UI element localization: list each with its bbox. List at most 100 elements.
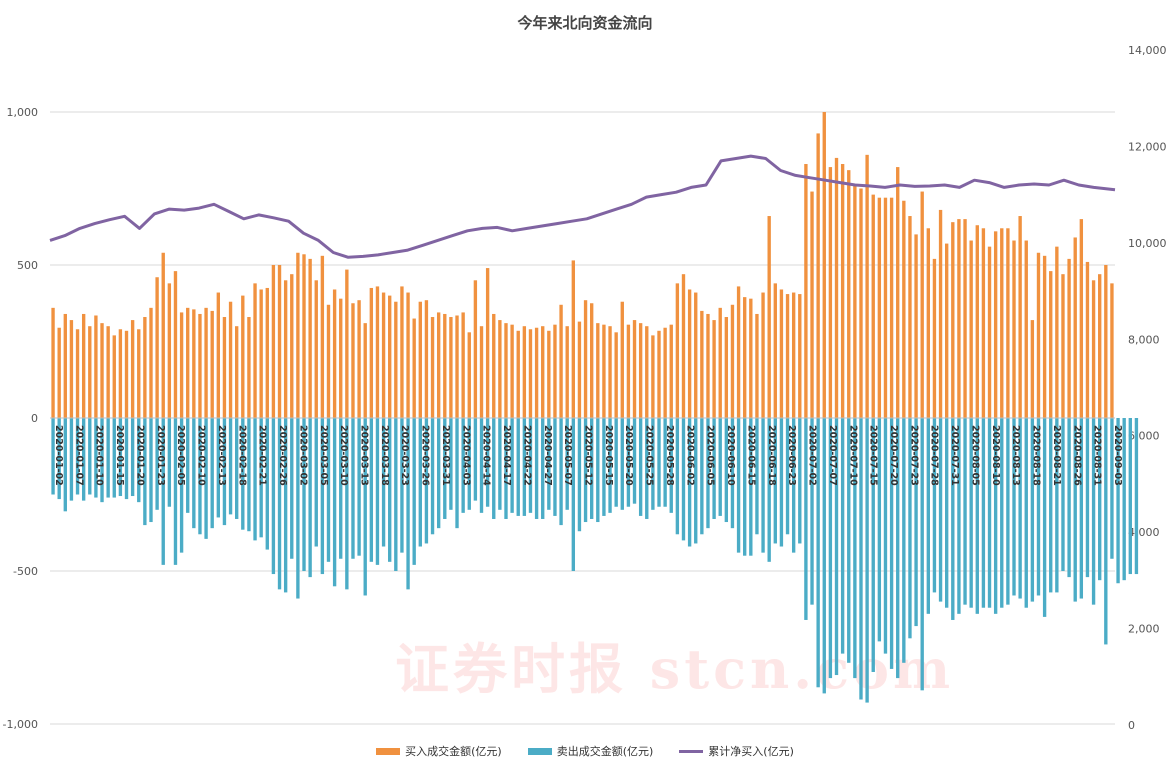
buy-bar — [106, 326, 110, 418]
buy-bar — [902, 200, 906, 418]
buy-bar — [345, 269, 349, 418]
x-tick-label: 2020-07-20 — [888, 425, 899, 486]
sell-bar — [81, 418, 86, 501]
buy-bar — [332, 289, 337, 418]
buy-bar — [369, 287, 374, 418]
sell-bar — [541, 418, 545, 519]
sell-bar — [345, 418, 349, 590]
sell-bar — [743, 418, 747, 556]
x-tick-label: 2020-03-18 — [379, 425, 390, 486]
right-tick-label: 6,000 — [1128, 430, 1160, 443]
buy-bar — [1073, 237, 1077, 418]
x-tick-label: 2020-03-05 — [318, 425, 329, 486]
sell-bar — [822, 418, 826, 694]
right-tick-label: 12,000 — [1128, 140, 1167, 153]
sell-bar — [773, 418, 777, 544]
sell-bar — [161, 418, 165, 565]
sell-bar — [938, 418, 943, 602]
sell-bar — [112, 418, 116, 498]
sell-bar — [834, 418, 839, 676]
buy-bar — [889, 197, 894, 418]
sell-bar — [1049, 418, 1053, 593]
sell-bar — [400, 418, 404, 553]
sell-bar — [406, 418, 410, 590]
x-tick-label: 2020-04-22 — [521, 425, 532, 486]
sell-bar — [565, 418, 569, 510]
buy-bar — [620, 301, 624, 418]
buy-bar — [1024, 240, 1028, 418]
buy-bar — [308, 258, 312, 418]
sell-bar — [63, 418, 67, 512]
buy-bar — [522, 326, 527, 418]
buy-bar — [596, 323, 600, 418]
buy-bar — [51, 307, 55, 418]
x-tick-label: 2020-07-07 — [827, 425, 838, 486]
sell-bar — [326, 418, 331, 562]
sell-bar — [632, 418, 637, 504]
buy-bar — [198, 313, 202, 418]
sell-bar — [559, 418, 563, 526]
sell-bar — [1098, 418, 1102, 581]
buy-bar — [130, 320, 135, 418]
sell-bar — [718, 418, 722, 516]
buy-bar — [914, 234, 918, 418]
buy-bar — [436, 312, 441, 418]
sell-bar — [816, 418, 820, 688]
buy-bar — [1000, 228, 1004, 418]
x-tick-label: 2020-07-10 — [847, 425, 858, 486]
buy-bar — [69, 320, 74, 418]
sell-bar — [290, 418, 294, 559]
sell-bar — [730, 418, 735, 529]
sell-bar — [204, 418, 208, 539]
sell-bar — [351, 418, 355, 559]
x-tick-label: 2020-06-15 — [745, 425, 756, 486]
buy-bar — [351, 303, 355, 418]
sell-bar — [896, 418, 900, 679]
buy-bar — [773, 283, 777, 418]
sell-bar — [847, 418, 851, 663]
buy-bar — [100, 323, 104, 418]
x-tick-label: 2020-01-10 — [94, 425, 105, 486]
sell-bar — [620, 418, 624, 510]
legend-cumulative-label: 累计净买入(亿元) — [708, 745, 794, 758]
buy-bar — [736, 286, 741, 418]
x-tick-label: 2020-02-10 — [196, 425, 207, 486]
sell-bar — [467, 418, 471, 510]
buy-bar — [883, 197, 888, 418]
sell-bar — [143, 418, 147, 526]
sell-bar — [534, 418, 539, 519]
buy-bar — [828, 167, 833, 418]
x-tick-label: 2020-02-21 — [257, 425, 268, 486]
sell-bar — [222, 418, 227, 526]
sell-bar — [332, 418, 337, 587]
sell-bar — [381, 418, 386, 547]
buy-bar — [834, 157, 839, 418]
sell-bar — [712, 418, 716, 519]
buy-bar — [1061, 274, 1065, 418]
buy-bar — [687, 289, 692, 418]
sell-bar — [767, 418, 771, 562]
buy-bar — [926, 228, 931, 418]
x-tick-label: 2020-07-23 — [908, 425, 919, 486]
buy-bar — [767, 216, 771, 418]
buy-bar — [700, 310, 704, 418]
buy-bar — [847, 170, 851, 418]
sell-bar — [1012, 418, 1016, 596]
buy-bar — [565, 326, 569, 418]
sell-bar — [1128, 418, 1132, 575]
sell-bar — [375, 418, 380, 565]
x-tick-label: 2020-07-15 — [868, 425, 879, 486]
right-tick-label: 0 — [1128, 719, 1135, 732]
sell-bar — [1104, 418, 1108, 645]
sell-bar — [130, 418, 135, 497]
buy-bar — [381, 292, 386, 418]
buy-bar — [259, 289, 263, 418]
right-tick-label: 10,000 — [1128, 237, 1167, 250]
buy-bar — [449, 317, 453, 418]
x-tick-label: 2020-08-21 — [1051, 425, 1062, 486]
sell-bar — [210, 418, 214, 529]
sell-bar — [791, 418, 796, 553]
buy-bar — [302, 254, 306, 418]
x-tick-label: 2020-02-13 — [216, 425, 227, 486]
sell-bar — [553, 418, 557, 516]
